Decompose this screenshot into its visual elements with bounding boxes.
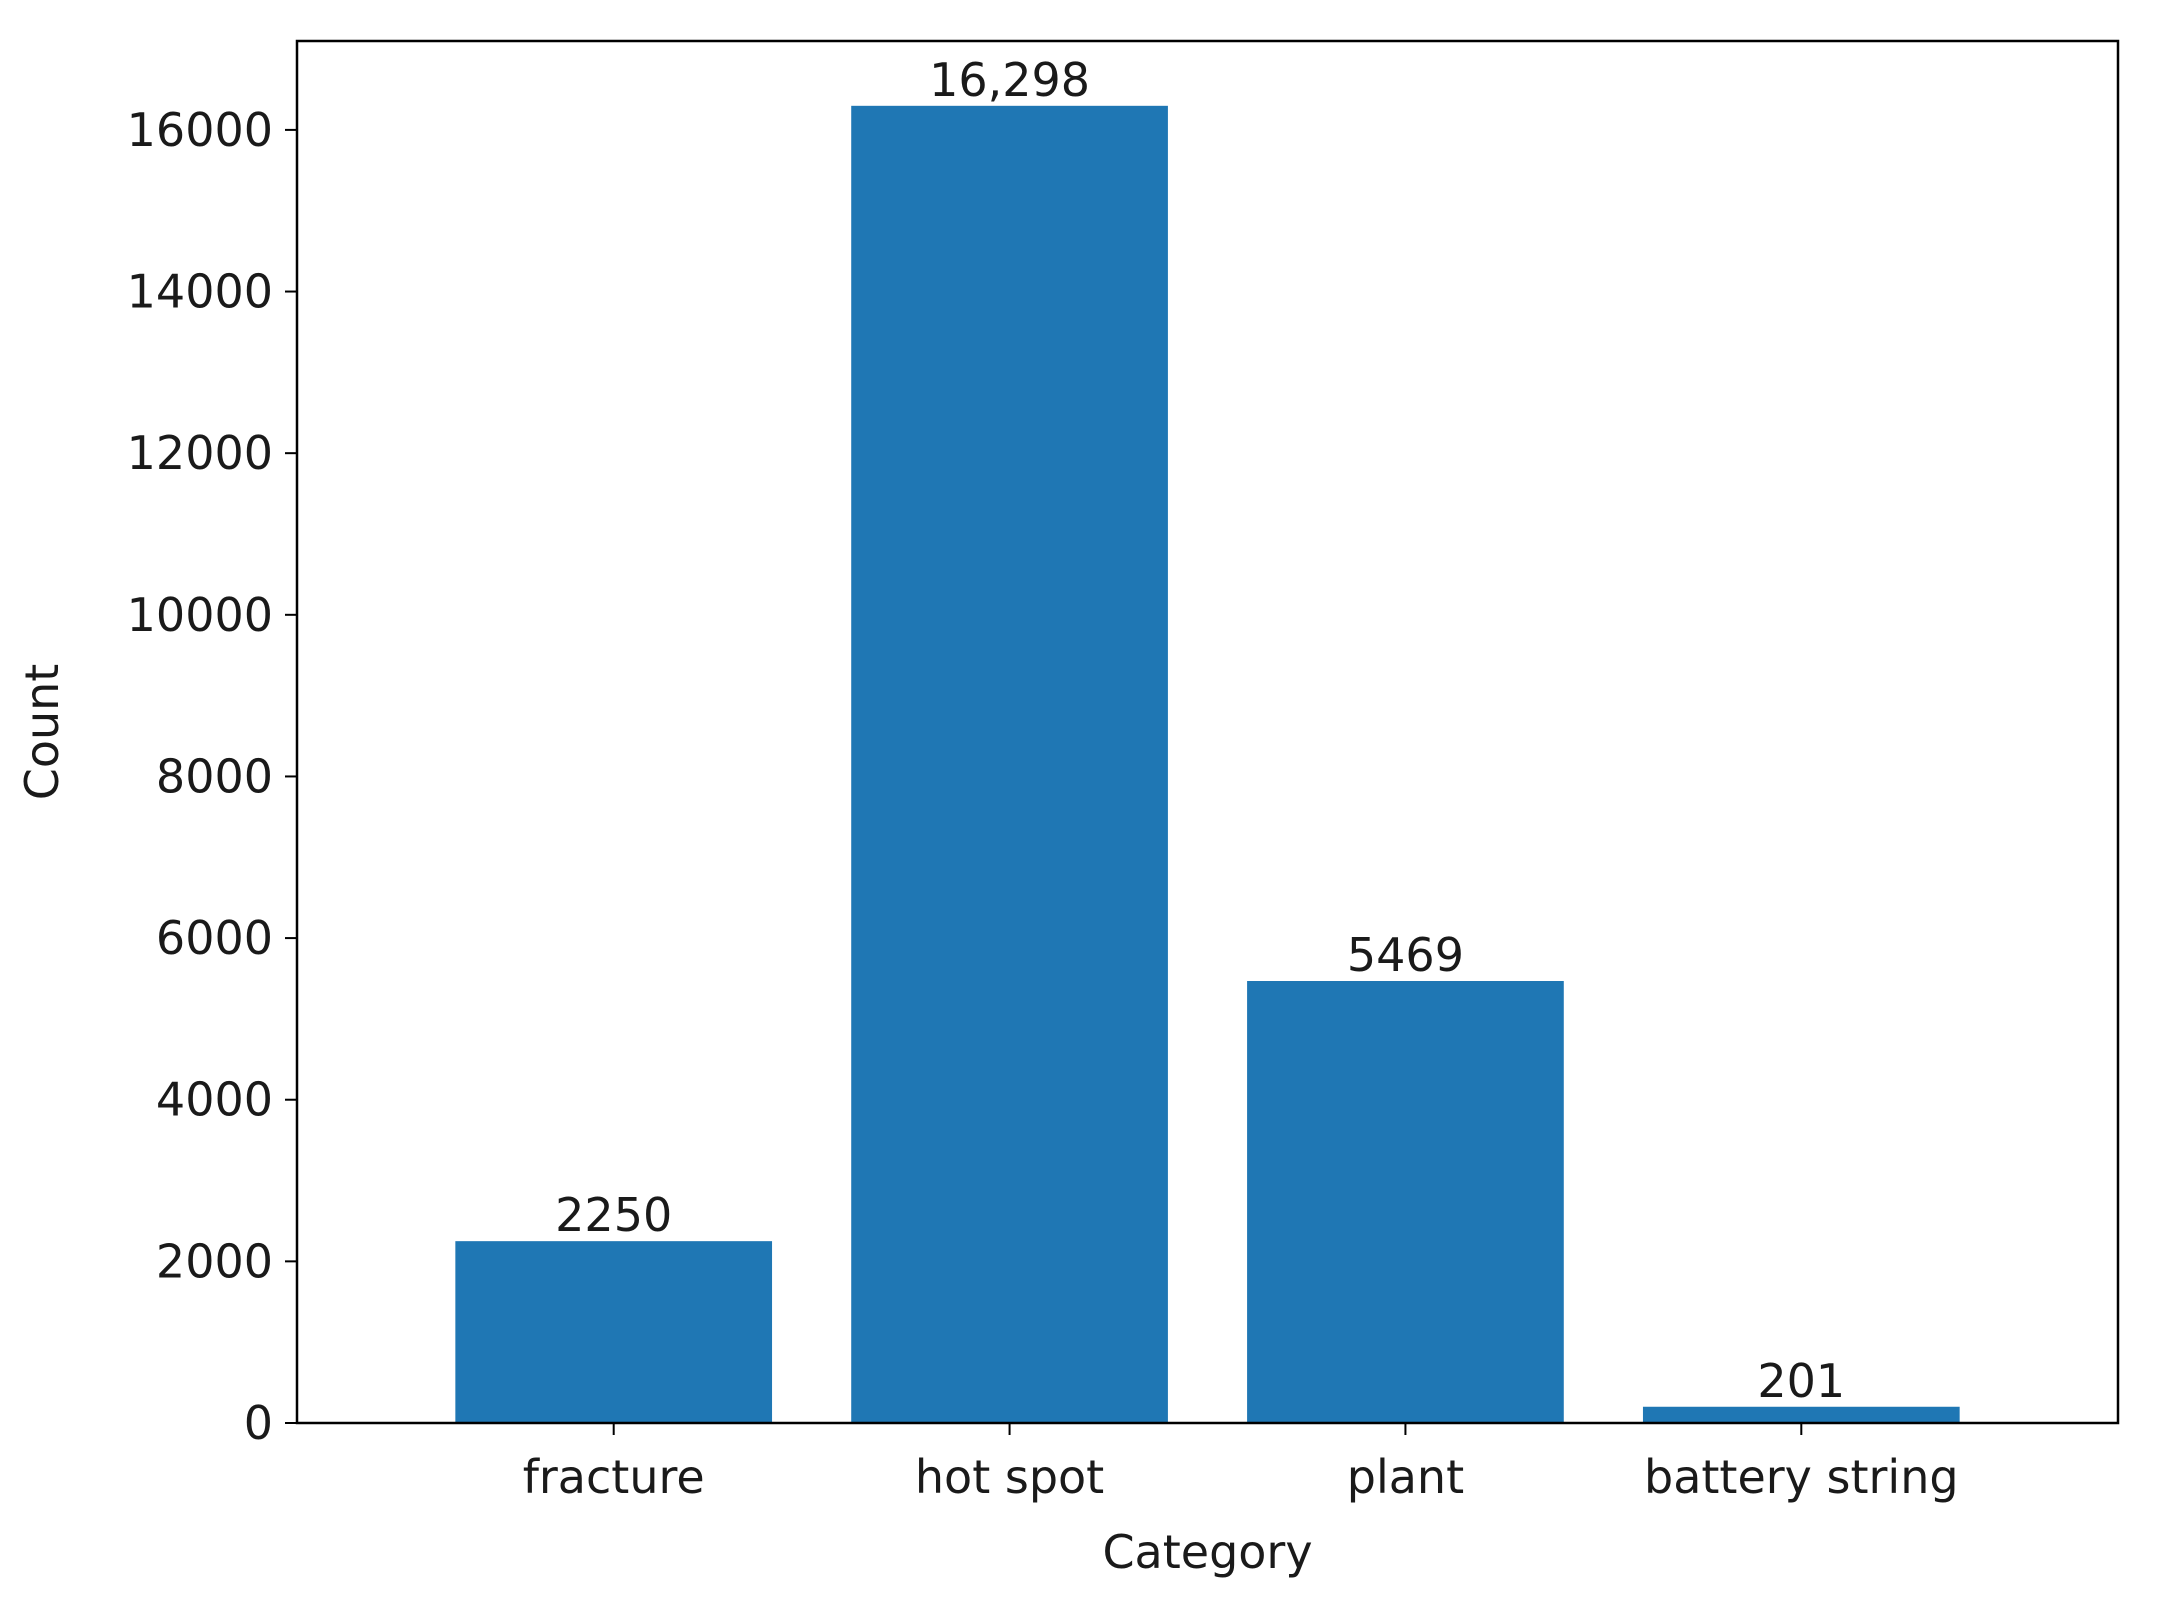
- plot-frame: [295, 39, 2120, 1425]
- y-tick-label-10000: 10000: [127, 588, 273, 642]
- x-tick-label-hot-spot: hot spot: [915, 1450, 1104, 1504]
- y-tick-label-16000: 16000: [127, 103, 273, 157]
- bars-layer: [455, 105, 1960, 1423]
- y-tick-label-12000: 12000: [127, 426, 273, 480]
- bar-plant: [1247, 981, 1564, 1423]
- ticks-layer: fracture hot spot plant battery string 0 2000…: [127, 103, 1959, 1504]
- y-axis-title: Count: [15, 664, 69, 801]
- y-tick-label-14000: 14000: [127, 265, 273, 319]
- x-tick-label-plant: plant: [1347, 1450, 1464, 1504]
- x-axis-title: Category: [1102, 1525, 1312, 1579]
- data-label-fracture: 2250: [555, 1188, 672, 1242]
- data-label-battery-string: 201: [1757, 1354, 1845, 1408]
- bar-fracture: [455, 1241, 773, 1423]
- y-tick-label-2000: 2000: [156, 1234, 273, 1288]
- x-tick-label-battery-string: battery string: [1644, 1450, 1959, 1504]
- data-label-plant: 5469: [1347, 928, 1464, 982]
- x-tick-label-fracture: fracture: [523, 1450, 705, 1504]
- data-labels-layer: 2250 16,298 5469 201: [555, 53, 1845, 1408]
- y-tick-label-6000: 6000: [156, 911, 273, 965]
- data-label-hot-spot: 16,298: [929, 53, 1090, 107]
- y-tick-label-4000: 4000: [156, 1073, 273, 1127]
- axes-layer: [295, 39, 2120, 1425]
- bar-hot-spot: [851, 105, 1168, 1423]
- bar-battery-string: [1642, 1406, 1960, 1423]
- y-tick-label-8000: 8000: [156, 749, 273, 803]
- y-tick-label-0: 0: [244, 1396, 273, 1450]
